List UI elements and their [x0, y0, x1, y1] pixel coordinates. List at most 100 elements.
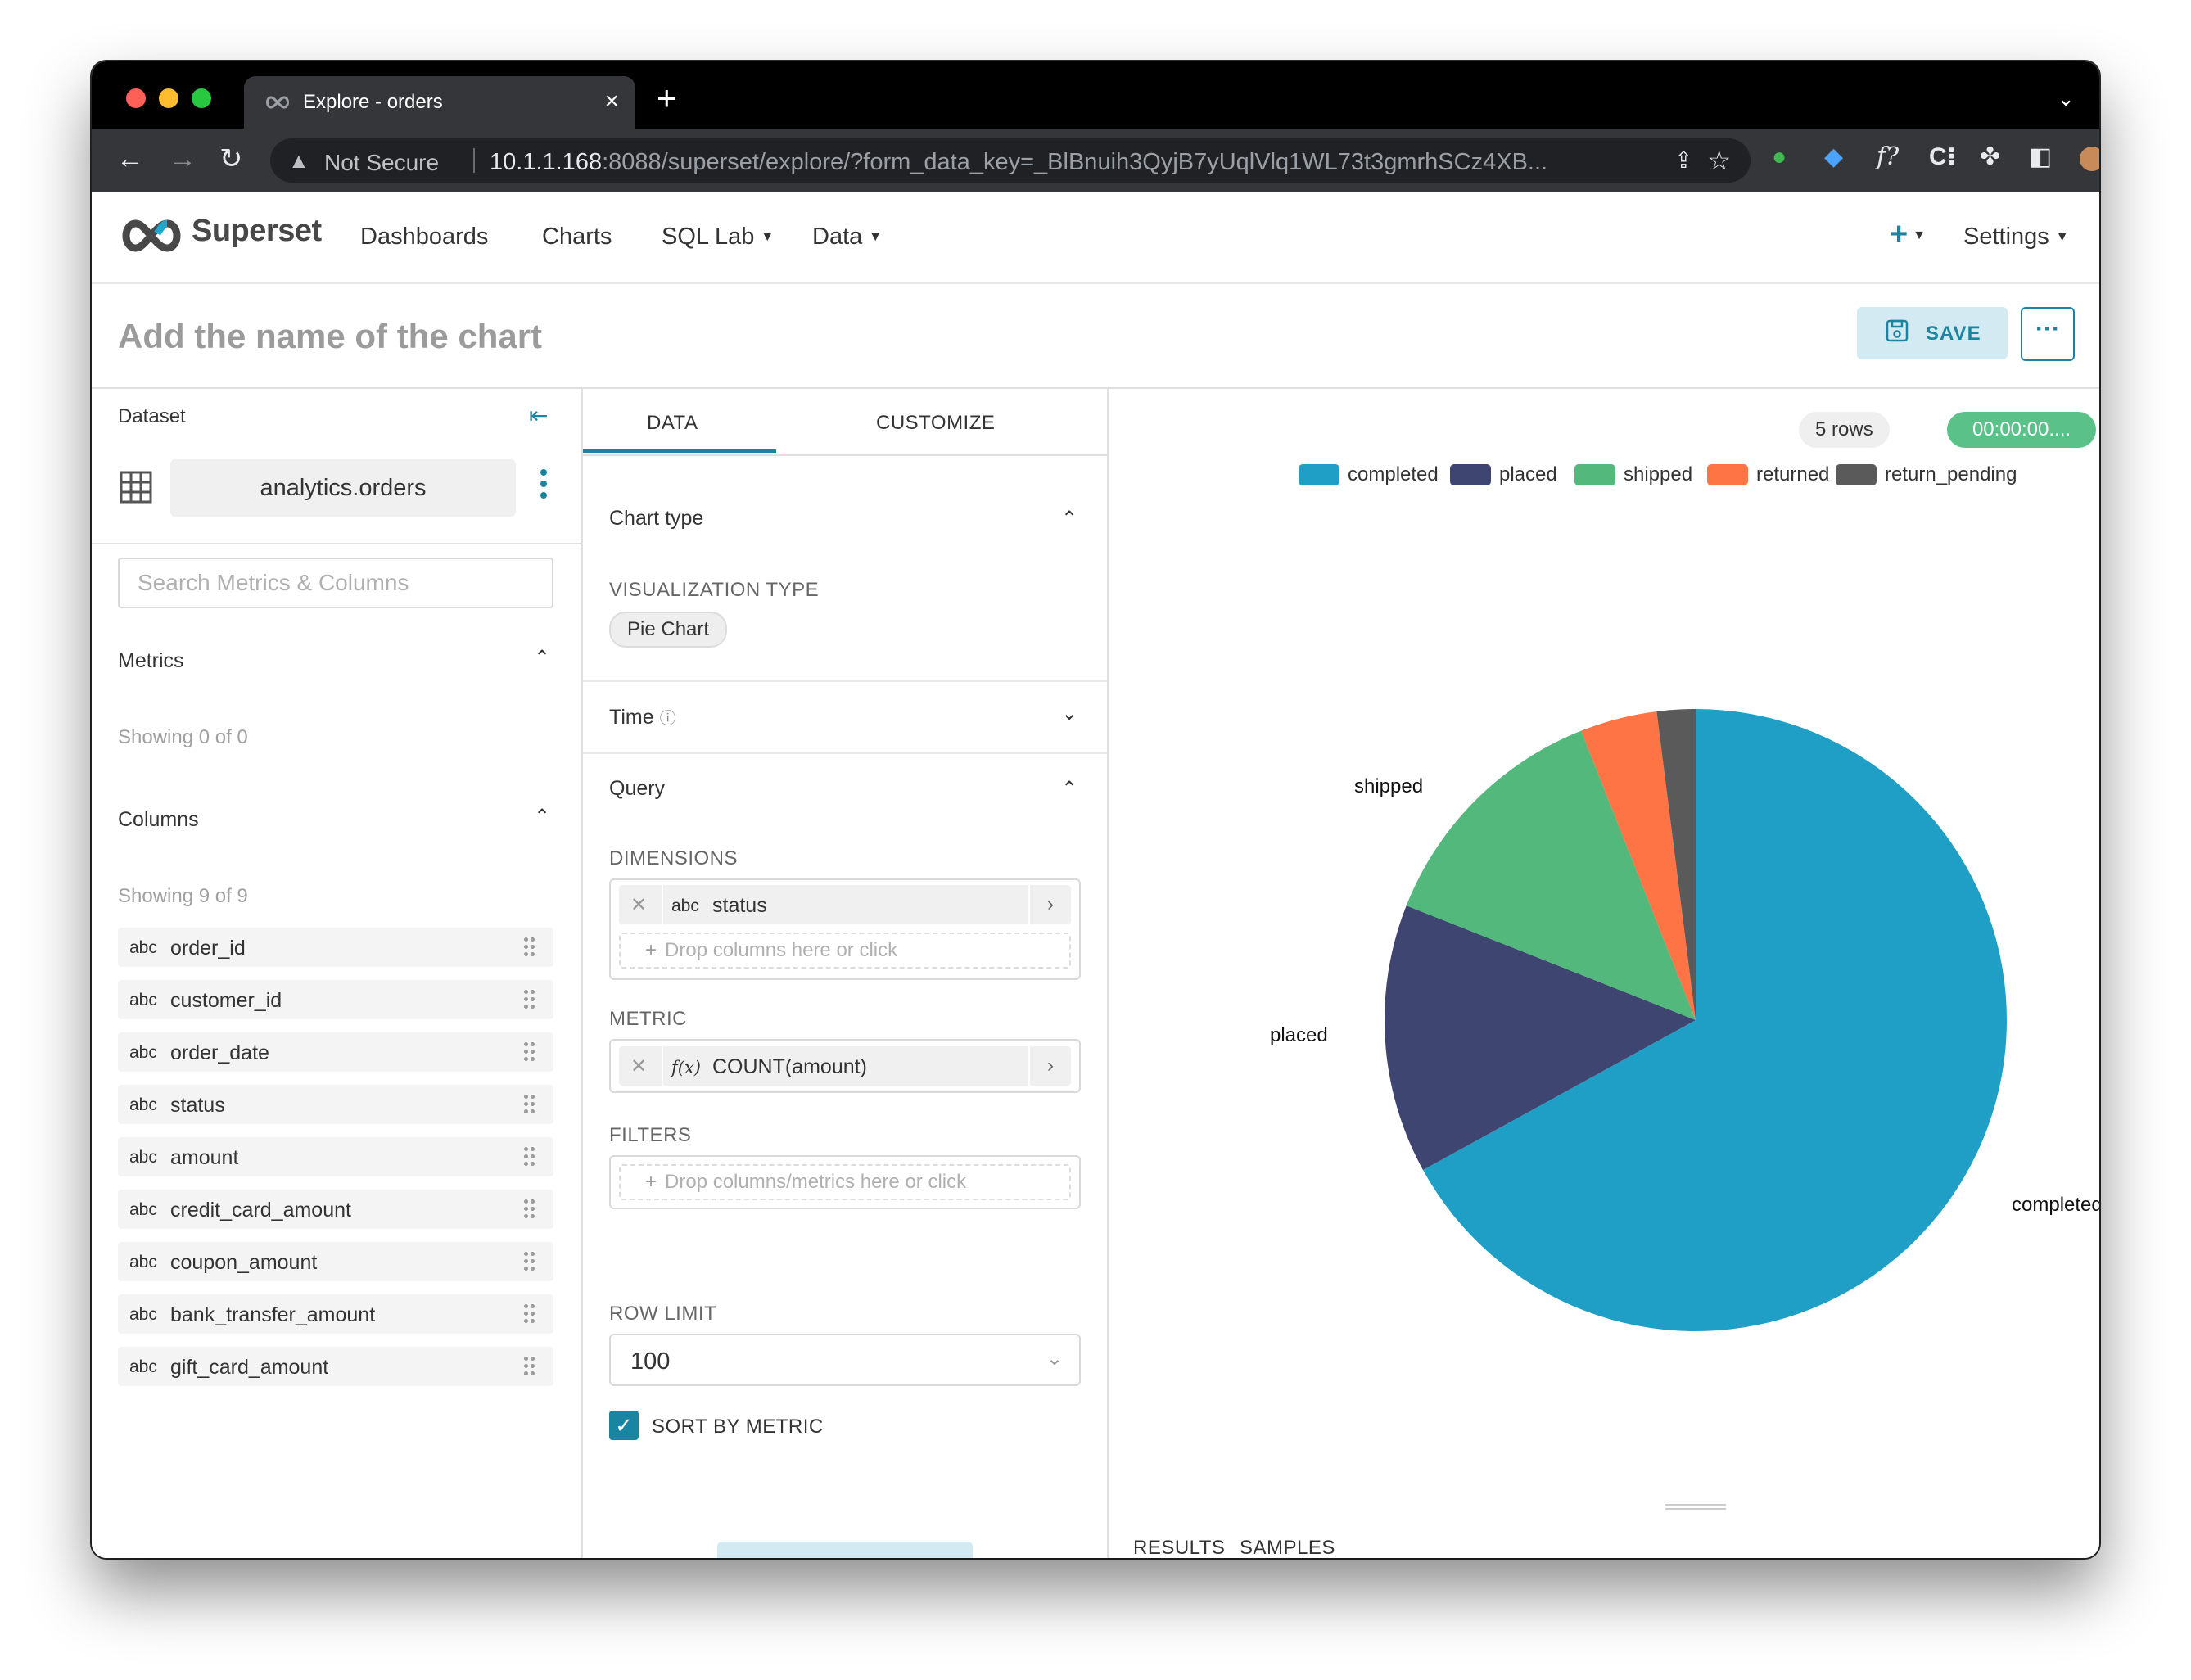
address-bar[interactable]: ▲ Not Secure 10.1.1.168:8088/superset/ex…	[270, 138, 1751, 183]
viz-type-pill[interactable]: Pie Chart	[609, 612, 728, 648]
close-tab-icon[interactable]: ×	[604, 88, 619, 115]
query-section-title[interactable]: Query	[609, 777, 666, 800]
dimensions-dropzone[interactable]: + Drop columns here or click	[619, 933, 1071, 969]
chevron-right-icon[interactable]: ›	[1028, 1046, 1071, 1086]
column-item[interactable]: abc order_date	[118, 1032, 553, 1072]
dimension-chip[interactable]: ✕ abc status ›	[619, 885, 1071, 924]
collapse-panel-icon[interactable]: ⇤	[529, 403, 549, 428]
new-item-menu[interactable]: + ▼	[1890, 217, 1926, 252]
minimize-window-button[interactable]	[159, 88, 178, 108]
column-item[interactable]: abc customer_id	[118, 980, 553, 1019]
side-panel-icon[interactable]: ◧	[2029, 143, 2053, 170]
drag-handle-icon[interactable]	[524, 937, 535, 957]
browser-tab[interactable]: Explore - orders ×	[244, 76, 635, 129]
chevron-up-icon[interactable]: ⌃	[534, 647, 551, 669]
pie-slice-completed[interactable]	[1423, 709, 2007, 1331]
column-item[interactable]: abc gift_card_amount	[118, 1347, 553, 1386]
chart-title-input[interactable]: Add the name of the chart	[118, 317, 543, 355]
sort-by-metric-checkbox[interactable]: ✓	[609, 1411, 639, 1440]
column-item[interactable]: abc credit_card_amount	[118, 1190, 553, 1229]
nav-charts[interactable]: Charts	[542, 224, 612, 250]
nav-settings[interactable]: Settings ▼	[1963, 224, 2069, 251]
more-options-button[interactable]: ···	[2021, 307, 2075, 361]
reload-icon[interactable]: ↻	[219, 143, 243, 174]
chevron-up-icon[interactable]: ⌃	[1061, 778, 1078, 800]
chart-type-section-title[interactable]: Chart type	[609, 507, 704, 530]
search-metrics-columns-input[interactable]	[118, 558, 553, 608]
bookmark-star-icon[interactable]: ☆	[1707, 146, 1731, 175]
profile-avatar[interactable]	[2080, 147, 2099, 171]
legend-label: returned	[1756, 463, 1830, 485]
tab-samples[interactable]: SAMPLES	[1240, 1537, 1335, 1558]
code-extension-icon[interactable]: C⁝	[1929, 143, 1957, 170]
drag-handle-icon[interactable]	[524, 1147, 535, 1167]
drag-handle-icon[interactable]	[524, 1095, 535, 1114]
column-item[interactable]: abc bank_transfer_amount	[118, 1294, 553, 1334]
evernote-extension-icon[interactable]: ●	[1772, 143, 1787, 170]
columns-section-title[interactable]: Columns	[118, 808, 199, 831]
column-item[interactable]: abc amount	[118, 1137, 553, 1176]
resize-handle[interactable]	[1665, 1504, 1726, 1511]
remove-icon[interactable]: ✕	[630, 1055, 648, 1077]
chevron-up-icon[interactable]: ⌃	[1061, 508, 1078, 530]
filters-dropzone[interactable]: + Drop columns/metrics here or click	[619, 1164, 1071, 1200]
superset-favicon-icon	[266, 96, 289, 109]
dataset-selector[interactable]: analytics.orders	[170, 459, 516, 517]
close-window-button[interactable]	[126, 88, 146, 108]
chevron-up-icon[interactable]: ⌃	[534, 806, 551, 828]
new-tab-icon[interactable]: +	[657, 79, 677, 117]
nav-dashboards[interactable]: Dashboards	[360, 224, 489, 250]
legend-swatch	[1450, 464, 1491, 485]
tab-data[interactable]: DATA	[647, 412, 698, 434]
drag-handle-icon[interactable]	[524, 1357, 535, 1376]
tab-customize[interactable]: CUSTOMIZE	[876, 412, 996, 434]
gem-extension-icon[interactable]: ◆	[1824, 143, 1844, 170]
pie-slice-return-pending[interactable]	[1656, 709, 1696, 1020]
query-time-badge: 00:00:00....	[1947, 412, 2096, 448]
pie-label: completed	[2012, 1194, 2099, 1216]
tab-search-chevron-icon[interactable]: ⌄	[2057, 86, 2075, 111]
nav-data-label: Data	[812, 224, 863, 250]
drag-handle-icon[interactable]	[524, 1304, 535, 1324]
drag-handle-icon[interactable]	[524, 990, 535, 1009]
drag-handle-icon[interactable]	[524, 1042, 535, 1062]
warning-icon: ▲	[288, 148, 309, 173]
nav-data[interactable]: Data ▼	[812, 224, 882, 251]
extensions-puzzle-icon[interactable]: ✤	[1980, 143, 2001, 170]
pie-slice-shipped[interactable]	[1406, 730, 1696, 1020]
maximize-window-button[interactable]	[192, 88, 211, 108]
url-text[interactable]: 10.1.1.168:8088/superset/explore/?form_d…	[490, 149, 1547, 176]
column-type: abc	[129, 1043, 157, 1062]
back-icon[interactable]: ←	[116, 143, 144, 174]
drag-handle-icon[interactable]	[524, 1252, 535, 1271]
pie-slice-placed[interactable]	[1384, 905, 1696, 1171]
superset-logo-icon[interactable]	[118, 217, 192, 255]
drag-handle-icon[interactable]	[524, 1199, 535, 1219]
tab-results[interactable]: RESULTS	[1133, 1537, 1226, 1558]
share-icon[interactable]: ⇪	[1674, 147, 1693, 173]
formula-extension-icon[interactable]: f?	[1877, 142, 1900, 171]
remove-icon[interactable]: ✕	[630, 894, 648, 916]
time-section-title[interactable]: Time ⓘ	[609, 705, 676, 729]
metrics-section-title[interactable]: Metrics	[118, 649, 184, 672]
nav-sql-lab[interactable]: SQL Lab ▼	[662, 224, 774, 251]
column-item[interactable]: abc coupon_amount	[118, 1242, 553, 1281]
column-item[interactable]: abc order_id	[118, 928, 553, 967]
pie-slice-returned[interactable]	[1581, 711, 1696, 1020]
row-limit-select[interactable]: 100 ⌄	[609, 1334, 1081, 1386]
brand-name[interactable]: Superset	[192, 214, 322, 248]
dataset-menu-icon[interactable]	[540, 469, 547, 507]
chevron-down-icon[interactable]: ⌄	[1061, 702, 1078, 725]
chevron-right-icon[interactable]: ›	[1028, 885, 1071, 924]
sort-by-metric-label[interactable]: SORT BY METRIC	[652, 1416, 824, 1438]
column-item[interactable]: abc status	[118, 1085, 553, 1124]
dimension-value: status	[712, 894, 767, 917]
update-chart-button[interactable]: UPDATE CHART	[717, 1542, 973, 1558]
metric-chip[interactable]: ✕ f(x) COUNT(amount) ›	[619, 1046, 1071, 1086]
column-type: abc	[129, 1253, 157, 1271]
save-button[interactable]: SAVE	[1857, 307, 2008, 359]
column-type: abc	[129, 938, 157, 957]
legend-swatch	[1574, 464, 1615, 485]
forward-icon[interactable]: →	[169, 143, 197, 174]
column-name: order_id	[170, 937, 246, 960]
